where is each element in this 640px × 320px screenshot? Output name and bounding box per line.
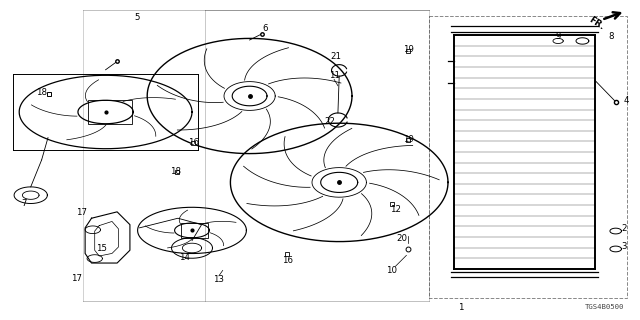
Text: 18: 18	[170, 167, 182, 176]
Text: 11: 11	[328, 71, 340, 80]
Text: 17: 17	[71, 274, 83, 283]
Text: 2: 2	[621, 224, 627, 233]
Text: 7: 7	[22, 199, 27, 208]
Text: 8: 8	[609, 32, 614, 41]
Text: 6: 6	[263, 24, 268, 33]
Bar	[181, 223, 208, 238]
Text: 13: 13	[213, 276, 225, 284]
Text: 21: 21	[330, 52, 342, 60]
Text: 3: 3	[621, 242, 627, 251]
Text: 18: 18	[36, 88, 47, 97]
Text: 22: 22	[324, 117, 336, 126]
Bar	[88, 100, 132, 124]
Text: 5: 5	[135, 13, 140, 22]
Text: TGS4B0500: TGS4B0500	[584, 304, 624, 310]
Text: 15: 15	[95, 244, 107, 252]
Text: 20: 20	[396, 234, 408, 243]
Text: FR.: FR.	[587, 15, 606, 32]
Text: 10: 10	[386, 266, 397, 275]
Text: 16: 16	[282, 256, 294, 265]
Text: 4: 4	[623, 96, 628, 105]
Text: 12: 12	[390, 205, 401, 214]
Text: 19: 19	[403, 135, 413, 144]
Text: 9: 9	[556, 32, 561, 41]
Text: 1: 1	[458, 303, 463, 312]
Text: 16: 16	[188, 138, 199, 147]
Text: 17: 17	[76, 208, 88, 217]
Text: 19: 19	[403, 45, 413, 54]
Text: 14: 14	[179, 253, 190, 262]
